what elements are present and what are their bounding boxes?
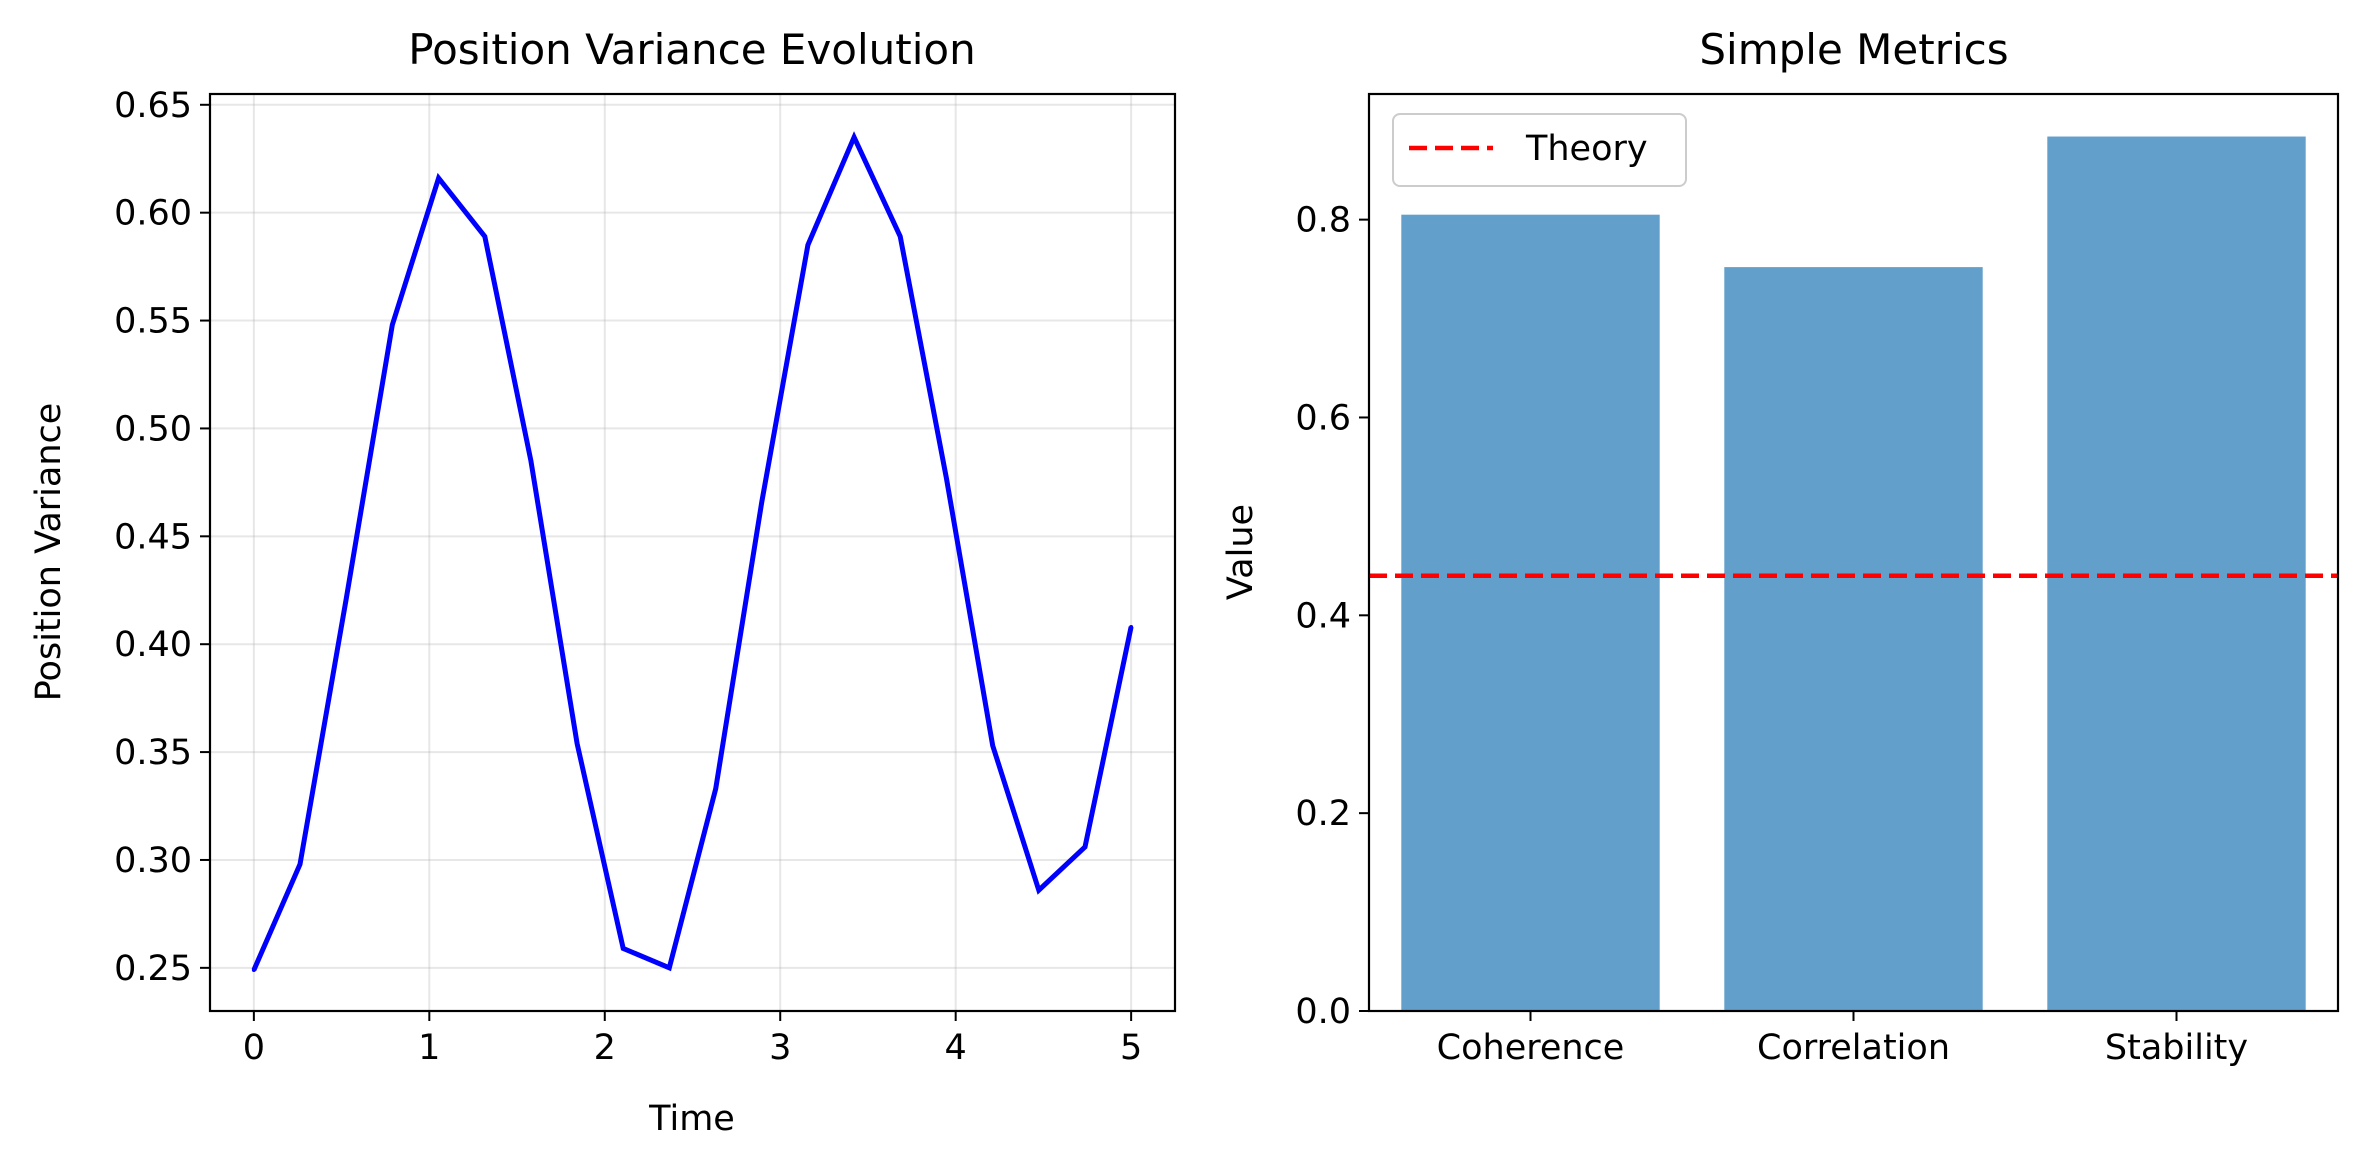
y-tick-label: 0.2 [1295, 794, 1351, 834]
y-tick-label: 0.8 [1295, 201, 1351, 241]
y-tick-label: 0.65 [114, 86, 192, 126]
data-point [1129, 624, 1134, 629]
data-point [528, 458, 533, 463]
plot-frame [1367, 92, 2340, 1013]
data-point [713, 786, 718, 791]
data-point [621, 946, 626, 951]
y-tick-label: 0.25 [114, 949, 192, 989]
legend-label: Theory [1525, 129, 1648, 169]
y-tick-label: 0.4 [1295, 596, 1351, 636]
series-group [251, 131, 1134, 973]
data-point [1082, 845, 1087, 850]
data-point [944, 476, 949, 481]
y-tick-label: 0.40 [114, 625, 192, 665]
data-point [575, 741, 580, 746]
x-ticks: Coherence Correlation Stability [1437, 1011, 2248, 1068]
data-point [298, 862, 303, 867]
x-tick-label: 0 [243, 1028, 265, 1068]
data-point [251, 968, 256, 973]
data-point [344, 596, 349, 601]
data-point [805, 243, 810, 248]
x-ticks: 0 1 2 3 4 5 [243, 1011, 1142, 1068]
x-tick-label: Stability [2105, 1028, 2248, 1068]
data-point [390, 322, 395, 327]
x-tick-label: 3 [769, 1028, 791, 1068]
chart-title: Simple Metrics [1699, 25, 2008, 74]
y-tick-label: 0.50 [114, 409, 192, 449]
y-tick-label: 0.35 [114, 733, 192, 773]
y-axis-label: Position Variance [29, 403, 69, 702]
y-tick-label: 0.6 [1295, 398, 1351, 438]
y-ticks: 0.25 0.30 0.35 0.40 0.45 0.50 0.55 0.60 0.65 [114, 86, 210, 989]
data-point [436, 176, 441, 181]
grid [210, 94, 1175, 1011]
data-point [482, 234, 487, 239]
x-axis-label: Time [648, 1099, 735, 1139]
data-point [667, 965, 672, 970]
y-tick-label: 0.55 [114, 302, 192, 342]
data-point [852, 135, 857, 140]
bar [1401, 214, 1660, 1011]
x-tick-label: Coherence [1437, 1028, 1625, 1068]
y-tick-label: 0.60 [114, 194, 192, 234]
bar-chart: Coherence Correlation Stability 0.00.20.40… [1221, 25, 2340, 1068]
y-tick-label: 0.45 [114, 517, 192, 557]
data-point [759, 499, 764, 504]
data-point [898, 234, 903, 239]
x-tick-label: 2 [594, 1028, 616, 1068]
bar [1724, 267, 1983, 1011]
y-tick-label: 0.30 [114, 841, 192, 881]
data-point [990, 743, 995, 748]
plot-frame [208, 92, 1177, 1013]
data-point [1036, 888, 1041, 893]
x-tick-label: 1 [418, 1028, 440, 1068]
x-tick-label: 5 [1120, 1028, 1142, 1068]
chart-title: Position Variance Evolution [408, 25, 976, 74]
series-line [251, 131, 1134, 972]
legend: Theory [1392, 113, 1687, 187]
y-tick-label: 0.0 [1295, 992, 1351, 1032]
y-axis-label: Value [1221, 504, 1261, 600]
y-ticks: 0.0 0.2 0.4 0.6 0.8 [1295, 201, 1369, 1032]
x-tick-label: Correlation [1757, 1028, 1950, 1068]
legend-box [1392, 113, 1687, 187]
x-tick-label: 4 [945, 1028, 967, 1068]
